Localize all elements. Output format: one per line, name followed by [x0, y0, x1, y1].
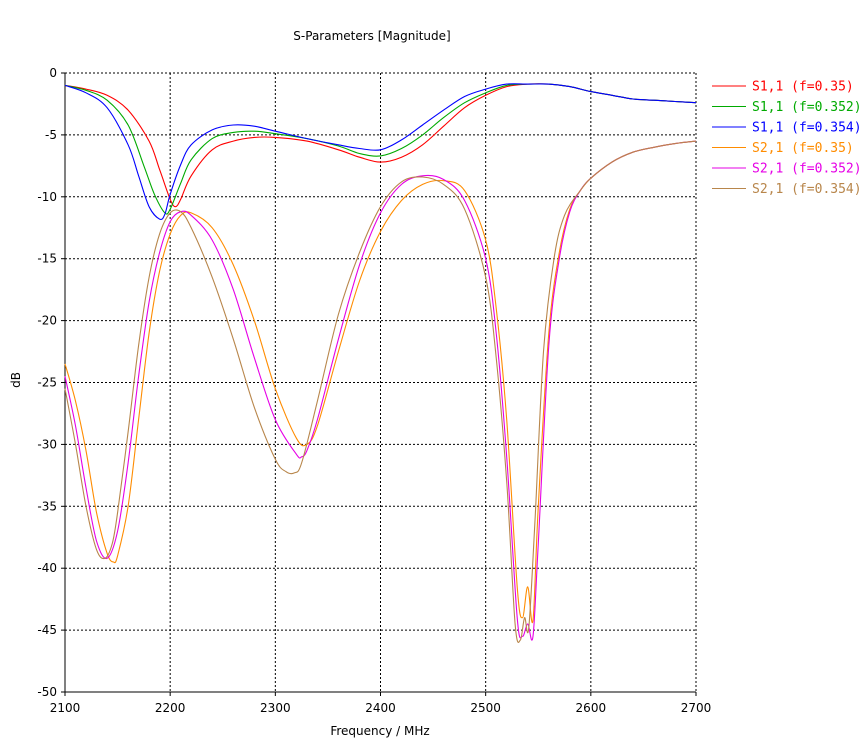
series-line-6 [64, 140, 697, 643]
legend: S1,1 (f=0.35) S1,1 (f=0.352) S1,1 (f=0.354… [712, 80, 862, 197]
x-tick-label: 2300 [260, 701, 291, 715]
y-tick-label: -20 [37, 314, 57, 328]
series-layer [64, 83, 697, 643]
x-tick-label: 2100 [50, 701, 81, 715]
series-line-5 [64, 140, 697, 641]
axes: 2100 2200 2300 2400 2500 2600 2700 0 -5 -10 -15 -20… [37, 66, 711, 715]
y-tick-label: -5 [45, 128, 57, 142]
legend-label: S1,1 (f=0.354) [752, 121, 862, 136]
y-tick-label: -25 [37, 376, 57, 390]
y-axis-label: dB [9, 372, 23, 388]
x-tick-label: 2400 [365, 701, 396, 715]
series-line-4 [64, 140, 697, 624]
y-tick-label: -35 [37, 499, 57, 513]
y-tick-label: -15 [37, 252, 57, 266]
x-tick-label: 2600 [576, 701, 607, 715]
legend-label: S2,1 (f=0.352) [752, 162, 862, 177]
x-axis-label: Frequency / MHz [330, 724, 429, 738]
legend-label: S1,1 (f=0.352) [752, 100, 862, 115]
y-tick-label: -50 [37, 685, 57, 699]
legend-label: S2,1 (f=0.35) [752, 141, 854, 156]
legend-label: S1,1 (f=0.35) [752, 80, 854, 95]
y-tick-label: 0 [49, 66, 57, 80]
grid [65, 73, 696, 692]
chart-title: S-Parameters [Magnitude] [293, 29, 450, 43]
y-tick-label: -30 [37, 437, 57, 451]
x-tick-label: 2500 [470, 701, 501, 715]
x-tick-label: 2200 [155, 701, 186, 715]
y-tick-label: -10 [37, 190, 57, 204]
y-tick-label: -45 [37, 623, 57, 637]
legend-label: S2,1 (f=0.354) [752, 182, 862, 197]
y-tick-label: -40 [37, 561, 57, 575]
series-line-3 [64, 83, 697, 220]
x-tick-label: 2700 [681, 701, 712, 715]
